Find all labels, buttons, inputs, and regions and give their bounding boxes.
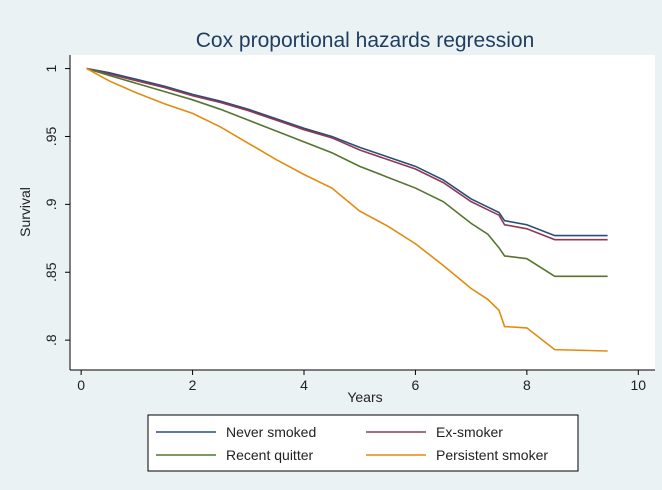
x-tick-label: 6 bbox=[412, 377, 420, 393]
y-tick-label: .9 bbox=[43, 198, 59, 210]
series-line bbox=[86, 67, 608, 278]
legend bbox=[147, 414, 579, 472]
y-axis-title: Survival bbox=[17, 187, 33, 237]
x-axis-title: Years bbox=[347, 389, 382, 405]
y-tick-label: .85 bbox=[43, 262, 59, 282]
x-tick-label: 8 bbox=[523, 377, 531, 393]
x-tick-label: 4 bbox=[300, 377, 308, 393]
y-tick-label: 1 bbox=[43, 64, 59, 72]
x-tick-label: 0 bbox=[77, 377, 85, 393]
legend-label: Persistent smoker bbox=[436, 447, 548, 463]
x-tick-label: 10 bbox=[630, 377, 646, 393]
series-line bbox=[86, 67, 608, 352]
legend-label: Recent quitter bbox=[226, 447, 313, 463]
y-tick-label: .8 bbox=[43, 334, 59, 346]
x-tick-label: 2 bbox=[189, 377, 197, 393]
y-tick-label: .95 bbox=[43, 127, 59, 147]
chart-title: Cox proportional hazards regression bbox=[196, 29, 535, 52]
legend-label: Never smoked bbox=[226, 424, 316, 440]
legend-label: Ex-smoker bbox=[436, 424, 503, 440]
series-line bbox=[86, 67, 608, 241]
series-line bbox=[86, 67, 608, 237]
